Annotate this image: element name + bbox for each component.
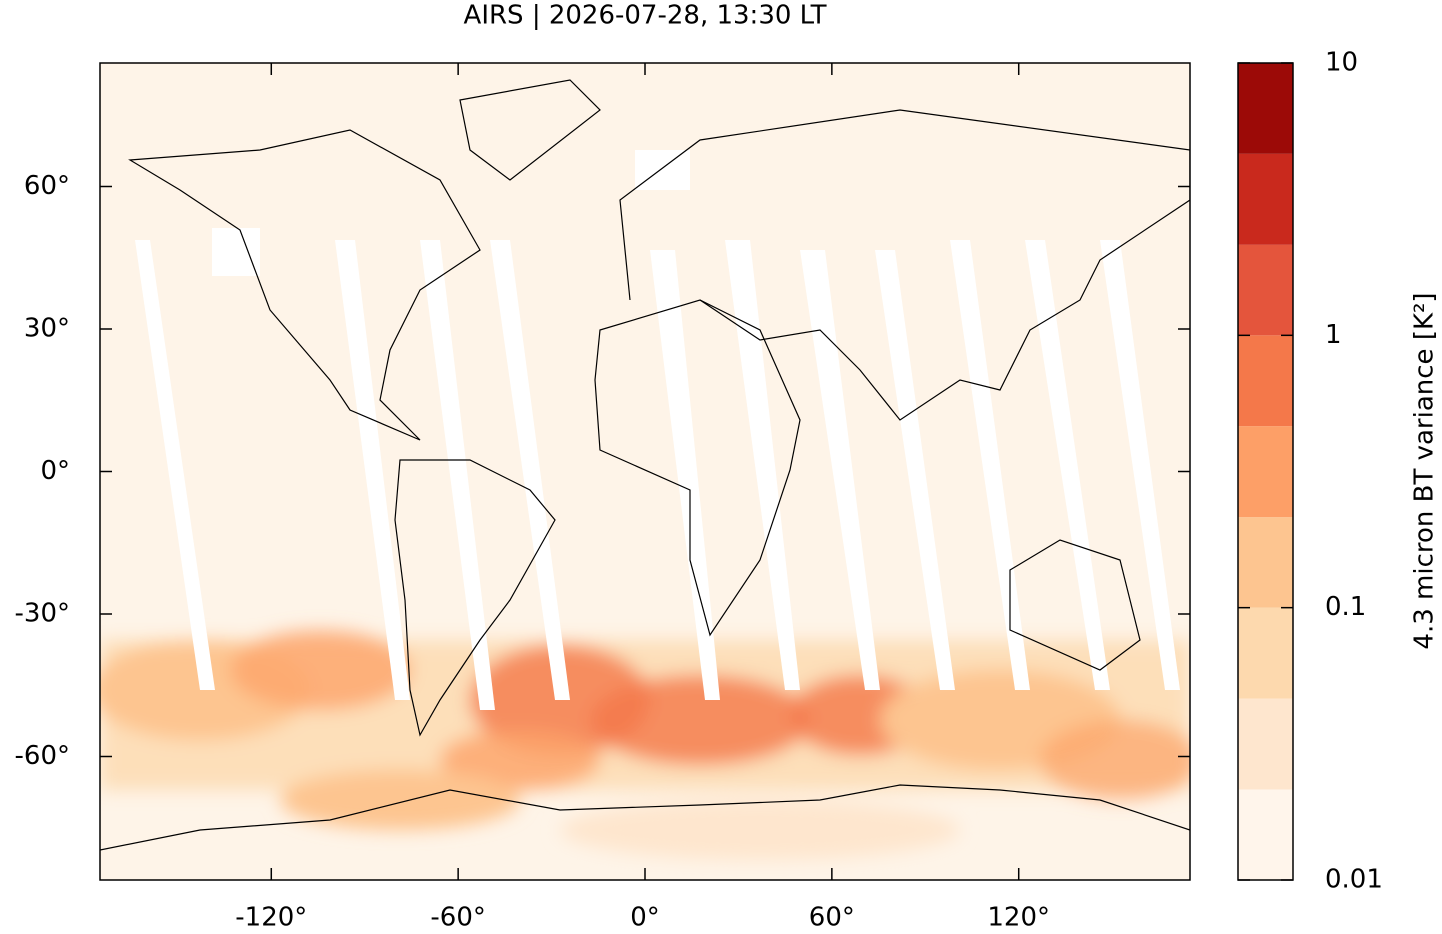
colorbar-bin [1238, 607, 1293, 699]
colorbar-tick-label: 0.1 [1325, 592, 1366, 622]
colorbar-tick-label: 1 [1325, 320, 1342, 350]
variance-field [100, 630, 1190, 860]
y-tick-label: -30° [15, 599, 70, 629]
y-tick-label: 30° [24, 314, 70, 344]
y-tick-label: 0° [40, 456, 70, 486]
colorbar-bin [1238, 244, 1293, 336]
map-field [100, 63, 1190, 880]
orbit-gaps [135, 150, 1180, 710]
x-tick-label: 120° [987, 903, 1050, 931]
colorbar-bin [1238, 63, 1293, 154]
colorbar-bin [1238, 517, 1293, 608]
colorbar-tick-label: 0.01 [1325, 865, 1383, 895]
title: AIRS | 2026-07-28, 13:30 LT [464, 1, 827, 31]
x-tick-label: 60° [809, 903, 855, 931]
y-tick-label: 60° [24, 171, 70, 201]
colorbar-bin [1238, 426, 1293, 518]
colorbar-tick-label: 10 [1325, 48, 1358, 78]
colorbar-label: 4.3 micron BT variance [K²] [1410, 292, 1440, 649]
colorbar-bin [1238, 335, 1293, 427]
x-tick-label: 0° [630, 903, 660, 931]
y-tick-label: -60° [15, 741, 70, 771]
x-tick-label: -120° [235, 903, 307, 931]
colorbar-bin [1238, 153, 1293, 245]
colorbar-frame [1237, 62, 1294, 881]
coastlines [100, 79, 1190, 851]
colorbar-bin [1238, 698, 1293, 790]
x-tick-label: -60° [430, 903, 485, 931]
colorbar-bin [1238, 789, 1293, 880]
